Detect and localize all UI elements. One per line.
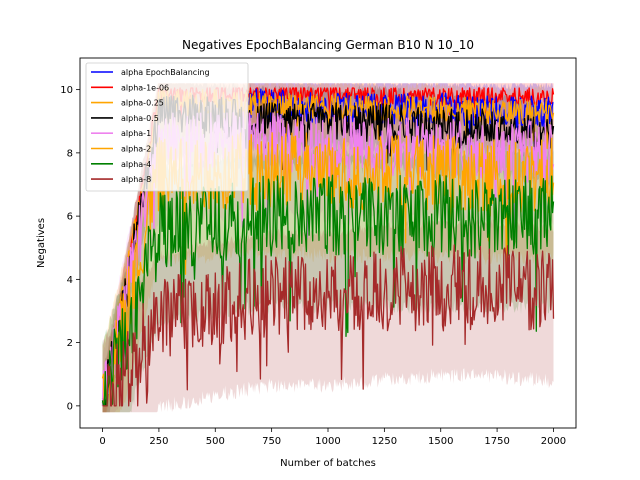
x-tick-label: 250 [149, 436, 168, 447]
y-axis-label: Negatives [36, 218, 47, 268]
legend-label: alpha-8 [121, 175, 151, 184]
y-tick-label: 4 [67, 275, 73, 286]
legend-label: alpha-2 [121, 145, 151, 154]
series-band-7 [102, 218, 554, 413]
y-axis-ticks: 0 2 4 6 8 10 [60, 85, 80, 412]
legend-label: alpha-1e-06 [121, 83, 169, 92]
legend-label: alpha-1 [121, 129, 151, 138]
legend: alpha EpochBalancing alpha-1e-06 alpha-0.2… [85, 62, 249, 192]
x-tick-label: 0 [99, 436, 105, 447]
x-tick-label: 1250 [372, 436, 397, 447]
y-tick-label: 10 [60, 85, 73, 96]
legend-label: alpha-4 [121, 160, 151, 169]
y-tick-label: 6 [67, 212, 73, 223]
series-line-6 [101, 174, 555, 407]
y-tick-label: 2 [67, 338, 73, 349]
legend-label: alpha-0.5 [121, 114, 159, 123]
x-tick-label: 1500 [428, 436, 453, 447]
legend-box [85, 62, 249, 192]
legend-label: alpha EpochBalancing [121, 68, 210, 77]
x-tick-label: 2000 [541, 436, 566, 447]
series-line-7 [102, 244, 555, 407]
x-axis-label: Number of batches [280, 458, 376, 469]
legend-label: alpha-0.25 [121, 99, 164, 108]
y-tick-label: 8 [67, 148, 73, 159]
x-tick-label: 750 [262, 436, 281, 447]
x-tick-label: 1000 [315, 436, 340, 447]
x-axis-ticks: 0 250 500 750 1000 1250 1500 1750 2000 [99, 428, 566, 447]
y-tick-label: 0 [67, 401, 73, 412]
x-tick-label: 1750 [484, 436, 509, 447]
chart-title: Negatives EpochBalancing German B10 N 10… [182, 38, 474, 52]
x-tick-label: 500 [206, 436, 225, 447]
